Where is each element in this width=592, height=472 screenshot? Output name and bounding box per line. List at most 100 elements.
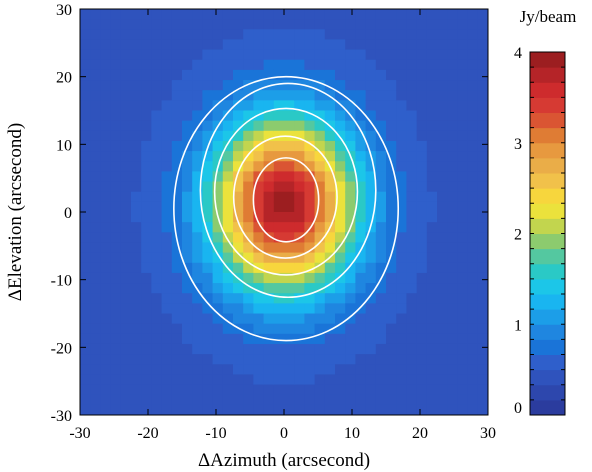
heatmap-cell [141, 39, 152, 51]
heatmap-cell [294, 140, 305, 152]
heatmap-cell [273, 9, 285, 20]
heatmap-cell [457, 242, 469, 254]
heatmap-cell [406, 80, 418, 91]
heatmap-cell [386, 384, 397, 396]
heatmap-cell [304, 283, 316, 294]
heatmap-cell [477, 394, 488, 406]
heatmap-cell [151, 374, 163, 386]
heatmap-cell [212, 303, 224, 315]
heatmap-cell [284, 212, 295, 223]
heatmap-cell [100, 191, 112, 203]
heatmap-cell [335, 100, 346, 112]
heatmap-cell [447, 394, 458, 406]
heatmap-cell [273, 293, 285, 304]
heatmap-cell [131, 49, 142, 61]
heatmap-cell [365, 110, 377, 122]
heatmap-cell [437, 120, 448, 132]
heatmap-cell [161, 333, 173, 345]
heatmap-cell [477, 323, 488, 335]
heatmap-cell [406, 272, 418, 284]
heatmap-cell [457, 323, 469, 335]
heatmap-cell [90, 242, 101, 254]
heatmap-cell [182, 252, 193, 264]
heatmap-cell [263, 181, 275, 193]
heatmap-cell [426, 242, 438, 254]
heatmap-cell [90, 283, 101, 294]
heatmap-cell [263, 343, 275, 355]
heatmap-cell [80, 384, 91, 396]
heatmap-cell [304, 364, 316, 375]
heatmap-cell [243, 59, 254, 71]
heatmap-cell [161, 69, 173, 81]
heatmap-cell [171, 59, 183, 71]
heatmap-cell [426, 222, 438, 233]
heatmap-cell [212, 39, 224, 51]
heatmap-cell [90, 354, 101, 365]
heatmap-cell [396, 140, 407, 152]
heatmap-cell [120, 151, 132, 162]
heatmap-cell [437, 90, 448, 101]
heatmap-cell [202, 313, 214, 325]
heatmap-cell [477, 283, 488, 294]
heatmap-cell [253, 90, 265, 101]
heatmap-cell [80, 242, 91, 254]
heatmap-cell [396, 374, 407, 386]
heatmap-cell [375, 384, 387, 396]
heatmap-cell [447, 90, 458, 101]
heatmap-cell [406, 120, 418, 132]
heatmap-cell [335, 49, 346, 61]
heatmap-cell [253, 232, 265, 244]
heatmap-cell [263, 9, 275, 20]
heatmap-cell [90, 384, 101, 396]
heatmap-cell [151, 69, 163, 81]
heatmap-cell [426, 212, 438, 223]
heatmap-cell [457, 384, 469, 396]
heatmap-cell [273, 171, 285, 183]
heatmap-cell [192, 110, 203, 122]
heatmap-cell [192, 313, 203, 325]
heatmap-cell [171, 9, 183, 20]
heatmap-cell [406, 364, 418, 375]
heatmap-cell [314, 19, 326, 30]
heatmap-cell [477, 364, 488, 375]
heatmap-cell [243, 39, 254, 51]
heatmap-cell [253, 59, 265, 71]
heatmap-cell [467, 354, 479, 365]
heatmap-cell [273, 161, 285, 172]
heatmap-cell [477, 384, 488, 396]
heatmap-cell [416, 130, 428, 142]
heatmap-cell [110, 374, 122, 386]
heatmap-cell [131, 283, 142, 294]
heatmap-cell [100, 384, 112, 396]
heatmap-cell [345, 80, 356, 91]
heatmap-cell [345, 354, 356, 365]
heatmap-cell [161, 140, 173, 152]
colorbar-segment [530, 399, 565, 416]
heatmap-cell [131, 333, 142, 345]
heatmap-cell [355, 161, 367, 172]
heatmap-cell [110, 110, 122, 122]
heatmap-cell [355, 364, 367, 375]
heatmap-cell [243, 110, 254, 122]
heatmap-cell [212, 222, 224, 233]
heatmap-cell [365, 100, 377, 112]
colorbar-tick-label: 3 [514, 136, 522, 153]
heatmap-cell [355, 49, 367, 61]
colorbar-segment [530, 233, 565, 250]
heatmap-cell [396, 151, 407, 162]
heatmap-cell [120, 232, 132, 244]
heatmap-cell [447, 283, 458, 294]
heatmap-cell [396, 19, 407, 30]
heatmap-cell [284, 283, 295, 294]
heatmap-cell [161, 161, 173, 172]
heatmap-cell [284, 181, 295, 193]
heatmap-cell [477, 303, 488, 315]
heatmap-cell [110, 191, 122, 203]
heatmap-cell [141, 293, 152, 304]
heatmap-cell [151, 323, 163, 335]
heatmap-cell [243, 49, 254, 61]
heatmap-cell [151, 252, 163, 264]
heatmap-cell [437, 171, 448, 183]
heatmap-cell [273, 151, 285, 162]
heatmap-cell [110, 90, 122, 101]
